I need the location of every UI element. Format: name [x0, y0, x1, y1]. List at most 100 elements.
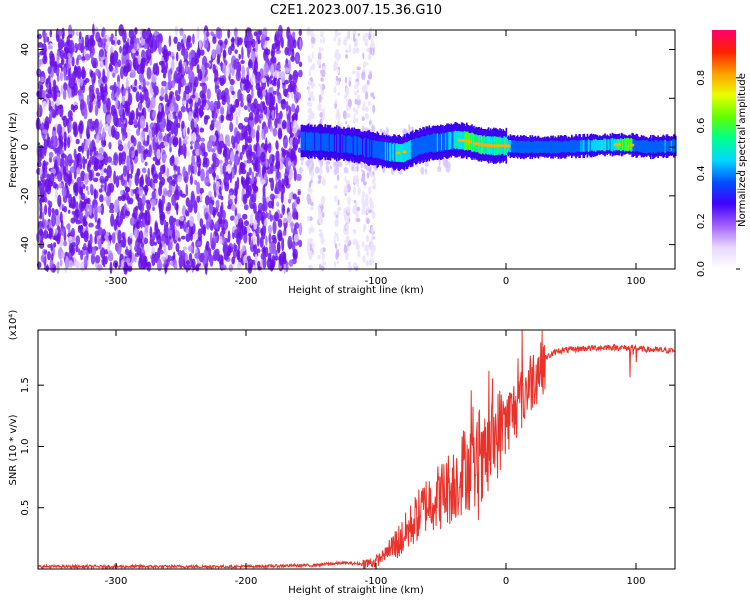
- noise-mark: [337, 69, 340, 74]
- noise-mark: [224, 38, 228, 46]
- noise-mark: [204, 38, 209, 49]
- noise-mark: [167, 202, 172, 211]
- noise-mark: [202, 82, 207, 95]
- noise-mark: [274, 71, 278, 79]
- y-tick-label: -20: [20, 188, 31, 204]
- noise-mark: [267, 142, 272, 154]
- noise-mark: [76, 167, 81, 175]
- noise-mark: [90, 52, 94, 59]
- noise-mark: [202, 204, 205, 209]
- noise-mark: [371, 226, 374, 234]
- noise-mark: [352, 47, 356, 55]
- noise-mark: [293, 233, 299, 243]
- noise-mark: [287, 83, 294, 93]
- noise-mark: [248, 144, 253, 150]
- signal-band-core: [579, 140, 581, 152]
- signal-band-core: [362, 137, 364, 157]
- noise-mark: [182, 100, 187, 105]
- noise-mark: [351, 167, 355, 172]
- noise-mark: [189, 174, 193, 185]
- noise-mark: [94, 121, 99, 134]
- signal-band-core: [566, 141, 569, 152]
- noise-mark: [46, 264, 49, 273]
- noise-mark: [344, 239, 349, 244]
- noise-mark: [292, 31, 296, 38]
- noise-mark: [161, 80, 167, 87]
- signal-band-core: [368, 138, 370, 158]
- signal-band-core: [606, 139, 608, 150]
- signal-band-core: [407, 141, 410, 160]
- noise-mark: [94, 254, 101, 264]
- noise-mark: [125, 90, 129, 101]
- noise-mark: [205, 76, 209, 81]
- noise-mark: [333, 261, 337, 268]
- signal-band-core: [452, 131, 454, 149]
- noise-mark: [93, 204, 98, 218]
- noise-mark: [132, 36, 135, 42]
- noise-mark: [254, 253, 258, 266]
- noise-mark: [286, 94, 290, 99]
- noise-mark: [102, 151, 107, 158]
- noise-mark: [166, 167, 170, 179]
- signal-band-core: [473, 134, 475, 152]
- noise-mark: [318, 207, 321, 215]
- noise-mark: [174, 203, 179, 211]
- noise-mark: [67, 136, 71, 149]
- noise-mark: [193, 232, 199, 240]
- noise-mark: [138, 72, 145, 83]
- noise-mark: [372, 171, 375, 176]
- noise-mark: [279, 255, 283, 266]
- noise-mark: [57, 194, 62, 207]
- signal-band-core: [652, 142, 654, 152]
- noise-mark: [68, 260, 74, 268]
- noise-mark: [255, 83, 261, 91]
- noise-mark: [364, 245, 367, 252]
- noise-mark: [196, 241, 201, 246]
- noise-mark: [180, 193, 187, 198]
- noise-mark: [347, 30, 350, 39]
- noise-mark: [228, 264, 233, 273]
- noise-mark: [193, 161, 198, 175]
- noise-mark: [213, 145, 218, 151]
- signal-band-core: [442, 132, 444, 152]
- noise-mark: [317, 52, 322, 60]
- noise-mark: [234, 191, 238, 205]
- noise-mark: [345, 120, 348, 125]
- noise-mark: [336, 235, 339, 242]
- noise-mark: [168, 112, 174, 121]
- noise-mark: [134, 149, 138, 157]
- noise-mark: [294, 71, 299, 79]
- noise-mark: [208, 250, 212, 257]
- signal-band-core: [553, 141, 555, 153]
- signal-band-core: [360, 138, 363, 155]
- signal-band-core: [371, 140, 373, 157]
- noise-mark: [320, 237, 325, 245]
- noise-mark: [164, 250, 169, 260]
- signal-band-core: [344, 135, 346, 153]
- noise-mark: [158, 185, 163, 197]
- noise-mark: [366, 79, 370, 86]
- noise-mark: [61, 27, 65, 40]
- noise-mark: [371, 241, 374, 248]
- noise-mark: [97, 227, 104, 236]
- noise-mark: [114, 68, 119, 74]
- noise-mark: [99, 60, 104, 68]
- signal-band-core: [521, 141, 523, 153]
- noise-mark: [171, 55, 175, 60]
- noise-mark: [257, 266, 262, 271]
- noise-mark: [281, 259, 287, 264]
- signal-band-core: [649, 141, 651, 153]
- noise-mark: [39, 84, 44, 91]
- noise-mark: [189, 232, 193, 242]
- signal-hotspot: [464, 139, 469, 143]
- noise-mark: [343, 185, 348, 194]
- noise-mark: [45, 121, 50, 131]
- noise-mark: [175, 137, 179, 146]
- noise-mark: [372, 104, 376, 114]
- noise-mark: [168, 241, 173, 251]
- noise-mark: [113, 153, 119, 166]
- noise-mark: [133, 119, 138, 126]
- noise-mark: [222, 242, 229, 254]
- noise-mark: [352, 175, 357, 184]
- signal-band-core: [513, 140, 516, 153]
